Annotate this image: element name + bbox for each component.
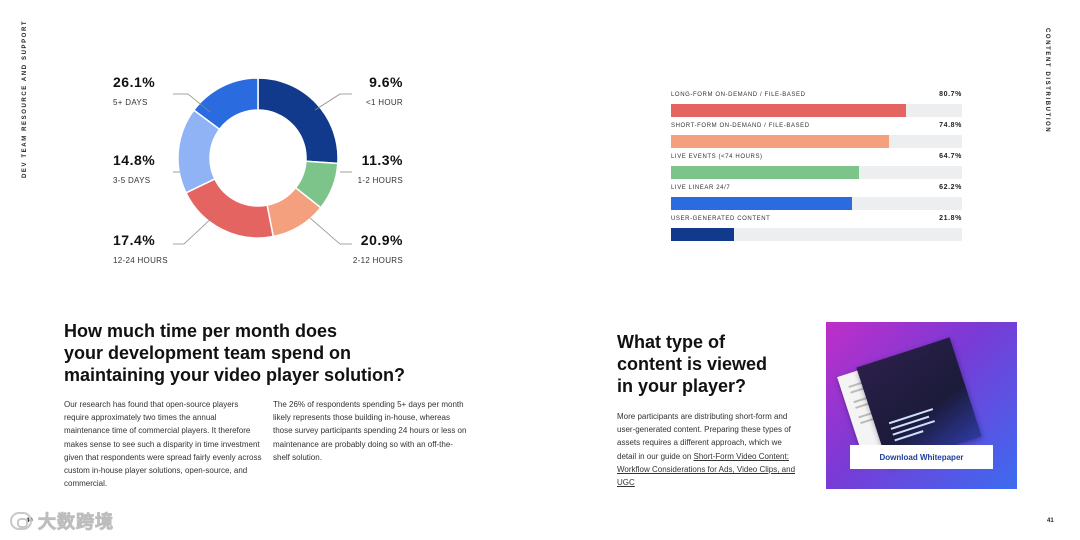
- bar-header: LONG-FORM ON-DEMAND / FILE-BASED 80.7%: [671, 90, 962, 100]
- donut-chart: 26.1% 5+ DAYS 14.8% 3-5 DAYS 17.4% 12-24…: [100, 60, 430, 280]
- bar-row: LIVE EVENTS (<74 HOURS) 64.7%: [671, 152, 962, 183]
- bar: [671, 135, 889, 148]
- donut-slice: [192, 77, 259, 131]
- guide-link[interactable]: Short-Form Video Content: Workflow Consi…: [617, 451, 796, 488]
- slice-caption: 2-12 HOURS: [352, 256, 403, 265]
- leader-line: [173, 214, 216, 245]
- slice-value: 26.1%: [113, 74, 156, 90]
- left-heading: How much time per month does your develo…: [64, 320, 405, 386]
- bar-track: [671, 197, 962, 210]
- bar-chart: LONG-FORM ON-DEMAND / FILE-BASED 80.7% SHO…: [671, 90, 962, 245]
- donut-label-12-24-hours: 17.4% 12-24 HOURS: [113, 232, 168, 265]
- left-heading-line: your development team spend on: [64, 343, 352, 363]
- bar: [671, 228, 735, 241]
- right-heading-line: in your player?: [617, 376, 747, 396]
- bar-track: [671, 135, 962, 148]
- right-heading-line: What type of: [617, 332, 725, 352]
- bar: [671, 197, 852, 210]
- bar-value-label: 21.8%: [939, 215, 962, 222]
- bar-category-label: USER-GENERATED CONTENT: [671, 216, 771, 222]
- bar-row: USER-GENERATED CONTENT 21.8%: [671, 214, 962, 245]
- left-heading-line: How much time per month does: [64, 321, 338, 341]
- bar: [671, 166, 860, 179]
- whitepaper-promo: Download Whitepaper: [826, 322, 1017, 489]
- left-paragraph-1: Our research has found that open-source …: [64, 400, 262, 489]
- right-paragraph-text: More participants are distributing short…: [617, 412, 791, 461]
- donut-label-3-5-days: 14.8% 3-5 DAYS: [113, 152, 155, 185]
- slice-caption: <1 HOUR: [366, 98, 403, 107]
- watermark-logo-icon: [10, 512, 32, 530]
- watermark-text: 大数跨境: [38, 512, 114, 533]
- slice-value: 14.8%: [113, 152, 156, 168]
- donut-svg: [173, 77, 352, 245]
- watermark: 大数跨境: [10, 508, 114, 534]
- donut-label-5plus-days: 26.1% 5+ DAYS: [113, 74, 155, 107]
- leader-line: [309, 217, 352, 245]
- donut-slice: [184, 177, 275, 239]
- leader-line: [314, 93, 352, 111]
- slice-value: 20.9%: [360, 232, 403, 248]
- left-heading-line: maintaining your video player solution?: [64, 365, 406, 385]
- section-label-left: DEV TEAM RESOURCE AND SUPPORT: [22, 19, 28, 178]
- right-heading: What type of content is viewed in your p…: [617, 331, 807, 397]
- page-number-right: 41: [1047, 518, 1054, 524]
- donut-label-2-12-hours: 20.9% 2-12 HOURS: [353, 232, 403, 265]
- right-heading-line: content is viewed: [617, 354, 768, 374]
- bar-track: [671, 166, 962, 179]
- donut-label-lt1-hour: 9.6% <1 HOUR: [366, 74, 403, 107]
- bar-track: [671, 228, 962, 241]
- bar-category-label: LONG-FORM ON-DEMAND / FILE-BASED: [671, 92, 806, 98]
- section-label-right: CONTENT DISTRIBUTION: [1044, 28, 1050, 134]
- slice-caption: 3-5 DAYS: [113, 176, 151, 185]
- slice-value: 9.6%: [369, 74, 403, 90]
- bar-value-label: 74.8%: [939, 122, 962, 129]
- bar-row: LIVE LINEAR 24/7 62.2%: [671, 183, 962, 214]
- bar-category-label: LIVE EVENTS (<74 HOURS): [671, 154, 763, 160]
- bar: [671, 104, 906, 117]
- bar-track: [671, 104, 962, 117]
- bar-header: SHORT-FORM ON-DEMAND / FILE-BASED 74.8%: [671, 121, 962, 131]
- bar-row: LONG-FORM ON-DEMAND / FILE-BASED 80.7%: [671, 90, 962, 121]
- slice-caption: 1-2 HOURS: [357, 176, 403, 185]
- left-paragraph-2: The 26% of respondents spending 5+ days …: [273, 400, 467, 462]
- leader-line: [173, 93, 211, 113]
- slice-caption: 12-24 HOURS: [113, 256, 168, 265]
- slice-value: 17.4%: [113, 232, 156, 248]
- donut-label-1-2-hours: 11.3% 1-2 HOURS: [358, 152, 403, 185]
- bar-category-label: LIVE LINEAR 24/7: [671, 185, 731, 191]
- bar-value-label: 64.7%: [939, 153, 962, 160]
- right-paragraph: More participants are distributing short…: [617, 410, 797, 489]
- download-whitepaper-button[interactable]: Download Whitepaper: [850, 445, 993, 469]
- bar-header: LIVE LINEAR 24/7 62.2%: [671, 183, 962, 193]
- slice-caption: 5+ DAYS: [113, 98, 148, 107]
- donut-slice: [257, 77, 339, 165]
- bar-value-label: 62.2%: [939, 184, 962, 191]
- bar-header: LIVE EVENTS (<74 HOURS) 64.7%: [671, 152, 962, 162]
- bar-row: SHORT-FORM ON-DEMAND / FILE-BASED 74.8%: [671, 121, 962, 152]
- slice-value: 11.3%: [361, 152, 403, 168]
- bar-category-label: SHORT-FORM ON-DEMAND / FILE-BASED: [671, 123, 810, 129]
- bar-value-label: 80.7%: [939, 91, 962, 98]
- bar-header: USER-GENERATED CONTENT 21.8%: [671, 214, 962, 224]
